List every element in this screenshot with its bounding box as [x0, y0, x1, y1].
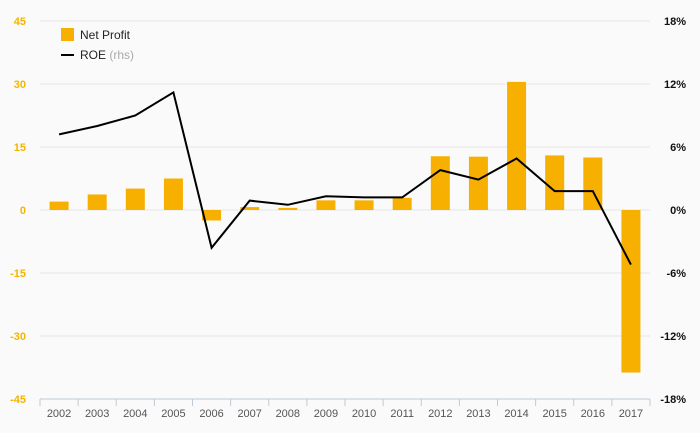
left-tick-label: 45 [14, 16, 26, 28]
legend-label-net-profit: Net Profit [80, 28, 131, 42]
bar-net-profit [125, 188, 145, 210]
right-tick-label: 6% [670, 142, 686, 154]
bar-net-profit [278, 207, 298, 210]
bar-net-profit [507, 81, 527, 211]
x-tick-label: 2004 [123, 408, 147, 420]
x-tick-label: 2015 [542, 408, 566, 420]
right-axis-ticks: 18% 12% 6% 0% -6% -12% -18% [660, 16, 686, 406]
bar-net-profit [430, 156, 450, 210]
bar-net-profit [621, 210, 641, 373]
bar-net-profit [354, 200, 374, 210]
x-tick-label: 2012 [428, 408, 452, 420]
bar-net-profit [202, 210, 222, 221]
right-tick-label: -18% [660, 394, 686, 406]
bar-net-profit [87, 194, 107, 210]
roe-line-series [58, 90, 632, 266]
left-tick-label: -45 [10, 394, 26, 406]
x-tick-label: 2005 [161, 408, 185, 420]
left-tick-label: 30 [14, 79, 26, 91]
bar-net-profit [583, 157, 603, 210]
left-tick-label: 0 [20, 205, 26, 217]
left-tick-label: 15 [14, 142, 26, 154]
bar-net-profit [163, 178, 183, 210]
x-tick-label: 2010 [352, 408, 376, 420]
right-tick-label: -6% [666, 268, 686, 280]
bar-net-profit [316, 200, 336, 210]
right-tick-label: 12% [664, 79, 686, 91]
right-tick-label: 0% [670, 205, 686, 217]
x-tick-label: 2008 [276, 408, 300, 420]
legend: Net Profit ROE (rhs) [61, 28, 134, 62]
right-tick-label: -12% [660, 331, 686, 343]
x-tick-label: 2006 [199, 408, 223, 420]
net-profit-bars [49, 81, 641, 373]
x-tick-label: 2003 [85, 408, 109, 420]
x-tick-label: 2013 [466, 408, 490, 420]
legend-label-roe-name: ROE [80, 48, 106, 62]
right-tick-label: 18% [664, 16, 686, 28]
roe-line [58, 90, 632, 266]
x-tick-label: 2014 [504, 408, 528, 420]
legend-label-roe-suffix: (rhs) [109, 48, 134, 62]
legend-swatch-net-profit [61, 28, 74, 41]
x-axis: 2002 2003 2004 2005 2006 2007 2008 2009 2010 2011… [39, 398, 651, 420]
x-tick-label: 2017 [619, 408, 643, 420]
x-tick-label: 2007 [237, 408, 261, 420]
legend-label-roe: ROE (rhs) [80, 48, 134, 62]
left-tick-label: -15 [10, 268, 26, 280]
bar-net-profit [392, 197, 412, 210]
bar-net-profit [545, 155, 565, 210]
left-tick-label: -30 [10, 331, 26, 343]
x-tick-label: 2009 [314, 408, 338, 420]
x-tick-label: 2011 [390, 408, 414, 420]
bar-net-profit [49, 201, 69, 210]
bar-net-profit [240, 207, 260, 210]
x-tick-label: 2016 [581, 408, 605, 420]
left-axis-ticks: 45 30 15 0 -15 -30 -45 [10, 16, 26, 406]
x-tick-label: 2002 [47, 408, 71, 420]
bar-net-profit [468, 156, 488, 210]
